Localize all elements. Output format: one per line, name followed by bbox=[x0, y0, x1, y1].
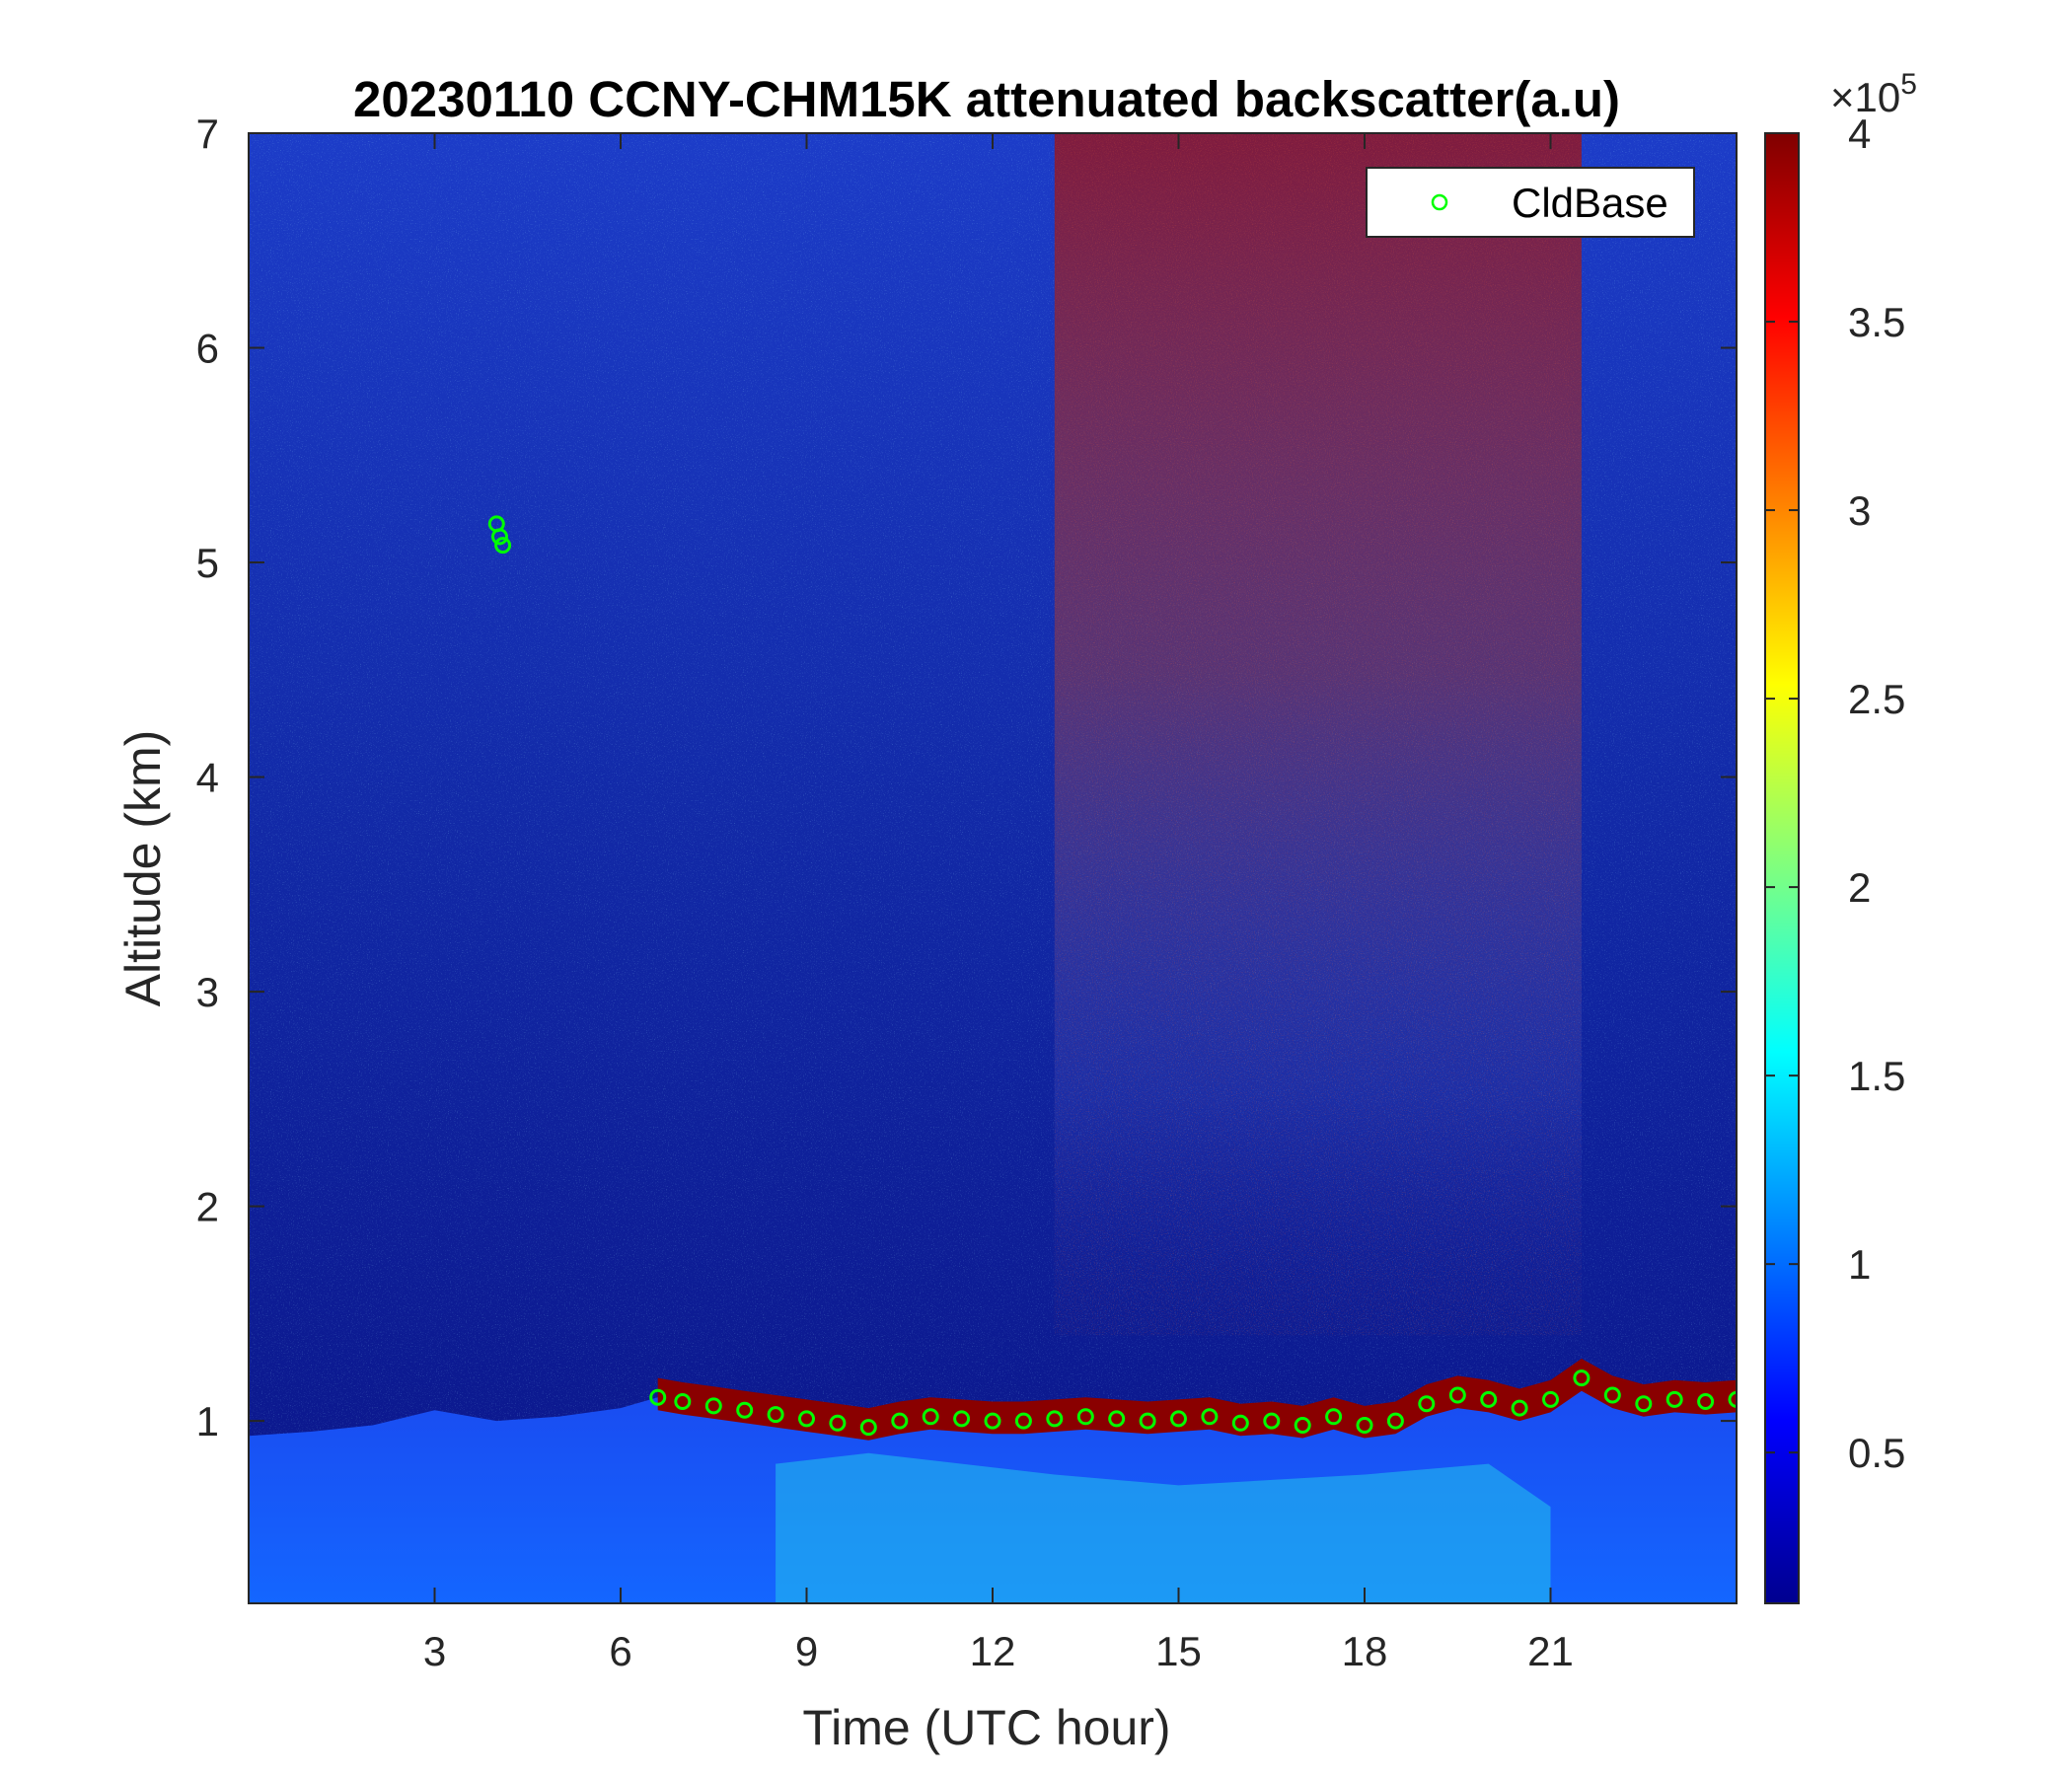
cldbase-point bbox=[491, 528, 508, 546]
cldbase-point bbox=[736, 1401, 754, 1419]
cldbase-point bbox=[1573, 1369, 1591, 1387]
cldbase-series bbox=[487, 515, 1737, 1437]
y-axis: 1 2 3 4 5 6 7 bbox=[196, 111, 1737, 1444]
cldbase-point bbox=[1511, 1399, 1528, 1417]
cldbase-point bbox=[1294, 1417, 1311, 1434]
y-tick-label: 7 bbox=[196, 111, 219, 157]
colorbar-tick-label: 4 bbox=[1848, 111, 1871, 157]
y-tick-label: 6 bbox=[196, 326, 219, 372]
y-axis-label: Altitude (km) bbox=[115, 730, 171, 1007]
x-tick-label: 12 bbox=[970, 1628, 1016, 1674]
colorbar-gradient bbox=[1764, 132, 1800, 1604]
cldbase-point bbox=[1108, 1410, 1126, 1428]
cldbase-point bbox=[984, 1412, 1001, 1430]
y-tick-label: 1 bbox=[196, 1398, 219, 1444]
cldbase-point bbox=[1231, 1414, 1249, 1432]
cldbase-point bbox=[829, 1414, 847, 1432]
cldbase-point bbox=[1076, 1408, 1094, 1426]
cldbase-point bbox=[1386, 1412, 1404, 1430]
cldbase-point bbox=[798, 1410, 815, 1428]
cldbase-point bbox=[1170, 1410, 1187, 1428]
x-tick-label: 9 bbox=[795, 1628, 818, 1674]
cldbase-point bbox=[1046, 1410, 1064, 1428]
backscatter-plume-noise bbox=[1054, 133, 1582, 1336]
cldbase-point bbox=[1014, 1412, 1032, 1430]
colorbar-multiplier: ×105 bbox=[1830, 68, 1917, 120]
colorbar-tick-label: 0.5 bbox=[1848, 1430, 1905, 1476]
cldbase-point bbox=[1635, 1395, 1653, 1413]
colorbar-tick-label: 2.5 bbox=[1848, 676, 1905, 722]
cldbase-point bbox=[1480, 1390, 1498, 1408]
plot-area bbox=[249, 133, 1737, 1603]
cldbase-point bbox=[1325, 1408, 1343, 1426]
cldbase-point bbox=[1139, 1412, 1156, 1430]
x-axis: 3 6 9 12 15 18 21 bbox=[423, 133, 1574, 1674]
y-tick-label: 5 bbox=[196, 540, 219, 586]
cldbase-point bbox=[767, 1406, 784, 1424]
cldbase-point bbox=[1728, 1390, 1737, 1408]
y-tick-label: 3 bbox=[196, 969, 219, 1015]
cldbase-point bbox=[891, 1412, 909, 1430]
cldbase-point bbox=[1263, 1412, 1281, 1430]
chart-title: 20230110 CCNY-CHM15K attenuated backscat… bbox=[353, 71, 1620, 127]
cldbase-point bbox=[649, 1388, 667, 1406]
cldbase-point bbox=[1542, 1390, 1559, 1408]
legend-marker bbox=[1431, 193, 1448, 211]
colorbar-tick-label: 1 bbox=[1848, 1241, 1871, 1288]
cldbase-point bbox=[922, 1408, 939, 1426]
x-tick-label: 15 bbox=[1155, 1628, 1202, 1674]
cldbase-point bbox=[1448, 1386, 1466, 1404]
cldbase-point bbox=[704, 1397, 722, 1415]
x-tick-label: 21 bbox=[1527, 1628, 1574, 1674]
cldbase-point bbox=[1603, 1386, 1621, 1404]
y-tick-label: 4 bbox=[196, 755, 219, 801]
x-tick-label: 6 bbox=[609, 1628, 631, 1674]
x-tick-label: 3 bbox=[423, 1628, 446, 1674]
colorbar-tick-label: 2 bbox=[1848, 864, 1871, 911]
legend-label: CldBase bbox=[1512, 180, 1668, 226]
cldbase-point bbox=[494, 537, 512, 555]
legend-box bbox=[1366, 167, 1695, 238]
cldbase-point bbox=[859, 1419, 877, 1437]
cldbase-point bbox=[1356, 1417, 1373, 1434]
legend: CldBase bbox=[1366, 167, 1695, 238]
cldbase-point bbox=[953, 1410, 971, 1428]
colorbar-exponent: 5 bbox=[1900, 68, 1917, 101]
colorbar-tick-label: 3.5 bbox=[1848, 299, 1905, 345]
cldbase-point bbox=[1665, 1390, 1683, 1408]
colorbar: 0.5 1 1.5 2 2.5 3 3.5 4 ×105 bbox=[1764, 68, 1917, 1604]
cldbase-point bbox=[1201, 1408, 1219, 1426]
cldbase-point bbox=[1697, 1393, 1715, 1410]
cldbase-point bbox=[1418, 1395, 1436, 1413]
x-axis-label: Time (UTC hour) bbox=[802, 1700, 1170, 1755]
colorbar-ticks: 0.5 1 1.5 2 2.5 3 3.5 4 bbox=[1765, 111, 1905, 1476]
cldbase-point bbox=[674, 1393, 692, 1410]
y-tick-label: 2 bbox=[196, 1184, 219, 1230]
x-tick-label: 18 bbox=[1342, 1628, 1388, 1674]
boundary-layer-bright bbox=[776, 1452, 1551, 1603]
cloud-layer bbox=[657, 1359, 1737, 1441]
colorbar-tick-label: 3 bbox=[1848, 487, 1871, 534]
colorbar-tick-label: 1.5 bbox=[1848, 1053, 1905, 1099]
